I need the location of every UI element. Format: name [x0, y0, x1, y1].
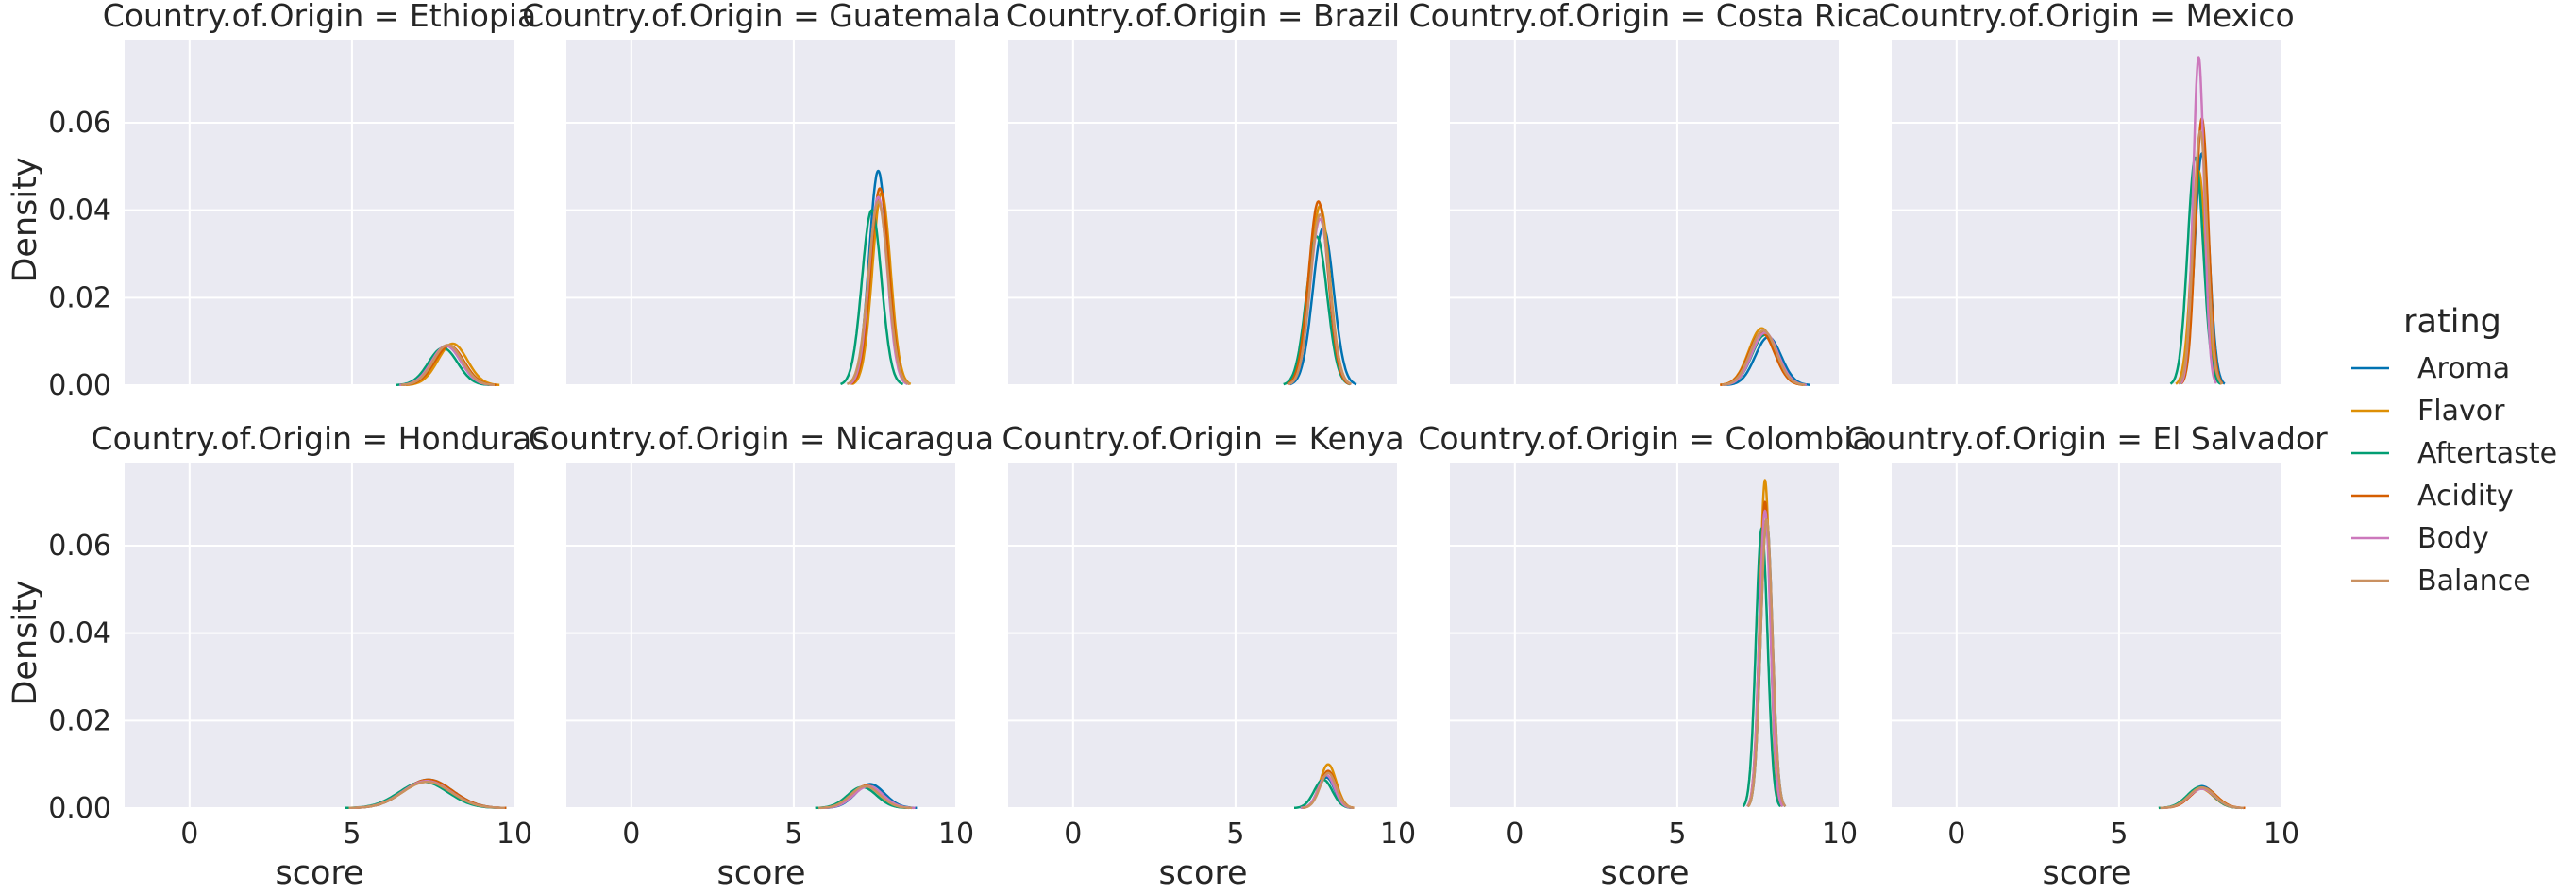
y-tick-label: 0.06 — [48, 530, 111, 563]
y-tick-label: 0.06 — [48, 107, 111, 140]
legend: rating Aroma Flavor Aftertaste Acidity Body B… — [2351, 303, 2557, 598]
x-tick-label: 10 — [938, 818, 974, 851]
curve-balance — [400, 344, 496, 386]
panel-brazil: Country.of.Origin = Brazil — [1006, 0, 1400, 386]
panel-ethiopia: Country.of.Origin = Ethiopia 0.00 0.02 0.04… — [48, 0, 536, 402]
y-tick-label: 0.00 — [48, 792, 111, 825]
plot-area — [566, 40, 956, 385]
panel-honduras: Country.of.Origin = Honduras 0.00 0.02 0.04… — [48, 420, 547, 892]
curve-balance — [1288, 213, 1352, 386]
plot-area — [1892, 40, 2281, 385]
x-tick-label: 5 — [784, 818, 802, 851]
y-tick-label: 0.02 — [48, 704, 111, 737]
panel-costa-rica: Country.of.Origin = Costa Rica — [1409, 0, 1881, 386]
legend-item-body: Body — [2351, 522, 2489, 555]
curve-balance — [1746, 517, 1787, 808]
x-tick-label: 0 — [1064, 818, 1082, 851]
x-tick-label: 0 — [1506, 818, 1524, 851]
facet-panels: Country.of.Origin = Ethiopia 0.00 0.02 0.04… — [48, 0, 2328, 892]
x-tick-label: 0 — [1947, 818, 1965, 851]
curve-balance — [348, 780, 505, 810]
panel-title: Country.of.Origin = Costa Rica — [1409, 0, 1881, 34]
x-tick-label: 10 — [1822, 818, 1858, 851]
panel-title: Country.of.Origin = Nicaragua — [529, 420, 994, 457]
legend-item-aftertaste: Aftertaste — [2351, 437, 2557, 470]
panel-title: Country.of.Origin = El Salvador — [1845, 420, 2328, 457]
x-tick-label: 10 — [497, 818, 532, 851]
plot-area — [1008, 463, 1398, 808]
legend-label: Body — [2417, 522, 2489, 555]
curve-balance — [2178, 130, 2223, 385]
panel-title: Country.of.Origin = Ethiopia — [103, 0, 537, 34]
curve-flavor — [405, 342, 500, 386]
y-axis-labels: Density Density — [7, 157, 44, 705]
curve-balance — [817, 784, 913, 810]
x-tick-label: 0 — [622, 818, 640, 851]
y-tick-label: 0.00 — [48, 369, 111, 402]
panel-mexico: Country.of.Origin = Mexico — [1878, 0, 2295, 386]
plot-area — [1892, 463, 2281, 808]
x-axis-label: score — [1158, 854, 1247, 892]
x-tick-label: 10 — [1380, 818, 1416, 851]
panel-el-salvador: Country.of.Origin = El Salvador 0 5 10 score — [1845, 420, 2328, 892]
panel-title: Country.of.Origin = Guatemala — [522, 0, 1001, 34]
x-axis-label: score — [1600, 854, 1689, 892]
panel-colombia: Country.of.Origin = Colombia 0 5 10 score — [1418, 420, 1871, 892]
x-axis-label: score — [275, 854, 363, 892]
y-tick-label: 0.04 — [48, 617, 111, 650]
legend-label: Aroma — [2417, 352, 2510, 385]
y-axis-label-row-2: Density — [7, 580, 44, 705]
panel-title: Country.of.Origin = Honduras — [92, 420, 548, 457]
legend-label: Balance — [2417, 565, 2531, 598]
curve-body — [848, 195, 908, 385]
panel-title: Country.of.Origin = Brazil — [1006, 0, 1400, 34]
curve-balance — [2160, 785, 2245, 810]
plot-area — [1450, 40, 1840, 385]
panel-kenya: Country.of.Origin = Kenya 0 5 10 score — [1002, 420, 1416, 892]
legend-item-acidity: Acidity — [2351, 480, 2514, 513]
legend-label: Acidity — [2417, 480, 2514, 513]
x-tick-label: 5 — [343, 818, 361, 851]
panel-title: Country.of.Origin = Mexico — [1878, 0, 2294, 34]
panel-nicaragua: Country.of.Origin = Nicaragua 0 5 10 score — [529, 420, 994, 892]
panel-guatemala: Country.of.Origin = Guatemala — [522, 0, 1001, 386]
legend-title: rating — [2403, 303, 2501, 341]
x-axis-label: score — [2042, 854, 2130, 892]
legend-label: Flavor — [2417, 395, 2505, 428]
y-axis-label-row-1: Density — [7, 157, 44, 282]
x-axis-label: score — [716, 854, 805, 892]
plot-area — [566, 463, 956, 808]
legend-item-balance: Balance — [2351, 565, 2531, 598]
legend-label: Aftertaste — [2417, 437, 2557, 470]
legend-item-flavor: Flavor — [2351, 395, 2505, 428]
x-tick-label: 5 — [1226, 818, 1244, 851]
curve-balance — [1721, 329, 1806, 386]
x-tick-label: 0 — [180, 818, 198, 851]
curve-aftertaste — [839, 209, 904, 386]
legend-item-aroma: Aroma — [2351, 352, 2510, 385]
curve-balance — [846, 200, 910, 385]
x-tick-label: 10 — [2264, 818, 2299, 851]
x-tick-label: 5 — [1668, 818, 1686, 851]
y-tick-label: 0.02 — [48, 281, 111, 314]
panel-title: Country.of.Origin = Kenya — [1002, 420, 1404, 457]
plot-area — [125, 463, 514, 808]
y-tick-label: 0.04 — [48, 194, 111, 228]
plot-area — [125, 40, 514, 385]
curve-balance — [1301, 771, 1355, 810]
x-tick-label: 5 — [2110, 818, 2128, 851]
plot-area — [1450, 463, 1840, 808]
panel-title: Country.of.Origin = Colombia — [1418, 420, 1871, 457]
